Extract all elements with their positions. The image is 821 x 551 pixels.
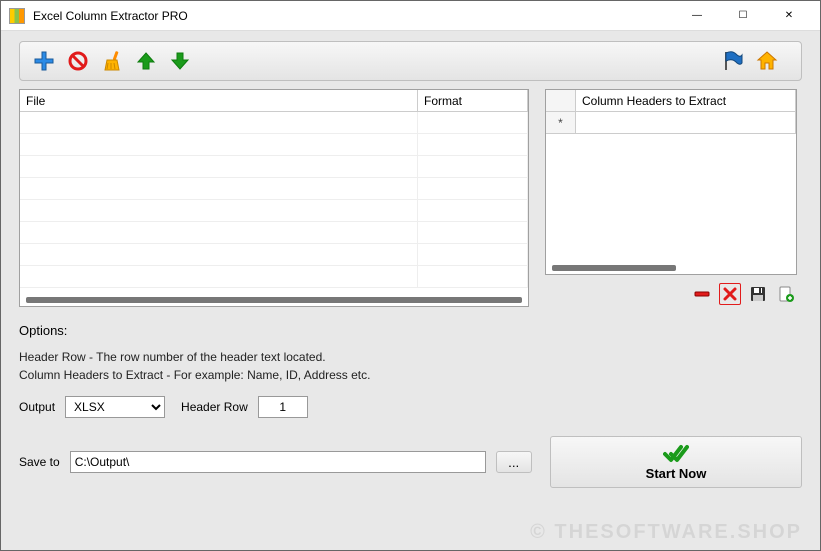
broom-icon[interactable] xyxy=(100,49,124,73)
table-row xyxy=(20,222,528,244)
check-icon xyxy=(663,444,689,464)
watermark: © THESOFTWARE.SHOP xyxy=(530,521,802,544)
help-line-1: Header Row - The row number of the heade… xyxy=(19,348,802,366)
mid-section: File Format Column Headers to Extract xyxy=(19,89,802,307)
col-format-header[interactable]: Format xyxy=(418,90,528,111)
delete-icon[interactable] xyxy=(719,283,741,305)
app-window: Excel Column Extractor PRO — ☐ ✕ xyxy=(0,0,821,551)
main-toolbar xyxy=(19,41,802,81)
headers-grid-header: Column Headers to Extract xyxy=(546,90,796,112)
options-section: Options: Header Row - The row number of … xyxy=(19,323,802,428)
output-row: Output XLSX Header Row xyxy=(19,396,802,418)
client-area: File Format Column Headers to Extract xyxy=(1,31,820,550)
arrow-down-icon[interactable] xyxy=(168,49,192,73)
right-column: Column Headers to Extract * xyxy=(545,89,797,307)
bottom-row: Save to ... Start Now xyxy=(19,436,802,488)
flag-icon[interactable] xyxy=(721,49,745,73)
start-label: Start Now xyxy=(646,466,707,481)
minimize-button[interactable]: — xyxy=(674,1,720,31)
output-label: Output xyxy=(19,400,55,414)
save-icon[interactable] xyxy=(747,283,769,305)
table-row xyxy=(20,156,528,178)
saveto-label: Save to xyxy=(19,455,60,469)
table-row xyxy=(20,244,528,266)
header-actions xyxy=(545,283,797,305)
header-input-cell[interactable] xyxy=(576,112,796,133)
table-row xyxy=(20,200,528,222)
saveto-input[interactable] xyxy=(70,451,486,473)
forbid-icon[interactable] xyxy=(66,49,90,73)
col-file-header[interactable]: File xyxy=(20,90,418,111)
col-headers-title[interactable]: Column Headers to Extract xyxy=(576,90,796,111)
maximize-button[interactable]: ☐ xyxy=(720,1,766,31)
browse-button[interactable]: ... xyxy=(496,451,532,473)
close-button[interactable]: ✕ xyxy=(766,1,812,31)
start-button[interactable]: Start Now xyxy=(550,436,802,488)
remove-icon[interactable] xyxy=(691,283,713,305)
headerrow-label: Header Row xyxy=(181,400,248,414)
output-select[interactable]: XLSX xyxy=(65,396,165,418)
add-icon[interactable] xyxy=(32,49,56,73)
table-row xyxy=(20,266,528,288)
export-icon[interactable] xyxy=(775,283,797,305)
new-row-marker: * xyxy=(546,112,576,133)
table-row xyxy=(20,134,528,156)
titlebar: Excel Column Extractor PRO — ☐ ✕ xyxy=(1,1,820,31)
table-row xyxy=(20,178,528,200)
horizontal-scrollbar[interactable] xyxy=(552,265,676,271)
horizontal-scrollbar[interactable] xyxy=(26,297,522,303)
arrow-up-icon[interactable] xyxy=(134,49,158,73)
options-label: Options: xyxy=(19,323,802,338)
options-help: Header Row - The row number of the heade… xyxy=(19,348,802,384)
home-icon[interactable] xyxy=(755,49,779,73)
table-row[interactable]: * xyxy=(546,112,796,134)
headerrow-input[interactable] xyxy=(258,396,308,418)
file-grid[interactable]: File Format xyxy=(19,89,529,307)
row-header-corner xyxy=(546,90,576,111)
help-line-2: Column Headers to Extract - For example:… xyxy=(19,366,802,384)
file-grid-header: File Format xyxy=(20,90,528,112)
headers-grid[interactable]: Column Headers to Extract * xyxy=(545,89,797,275)
app-icon xyxy=(9,8,25,24)
table-row xyxy=(20,112,528,134)
window-title: Excel Column Extractor PRO xyxy=(33,9,674,23)
